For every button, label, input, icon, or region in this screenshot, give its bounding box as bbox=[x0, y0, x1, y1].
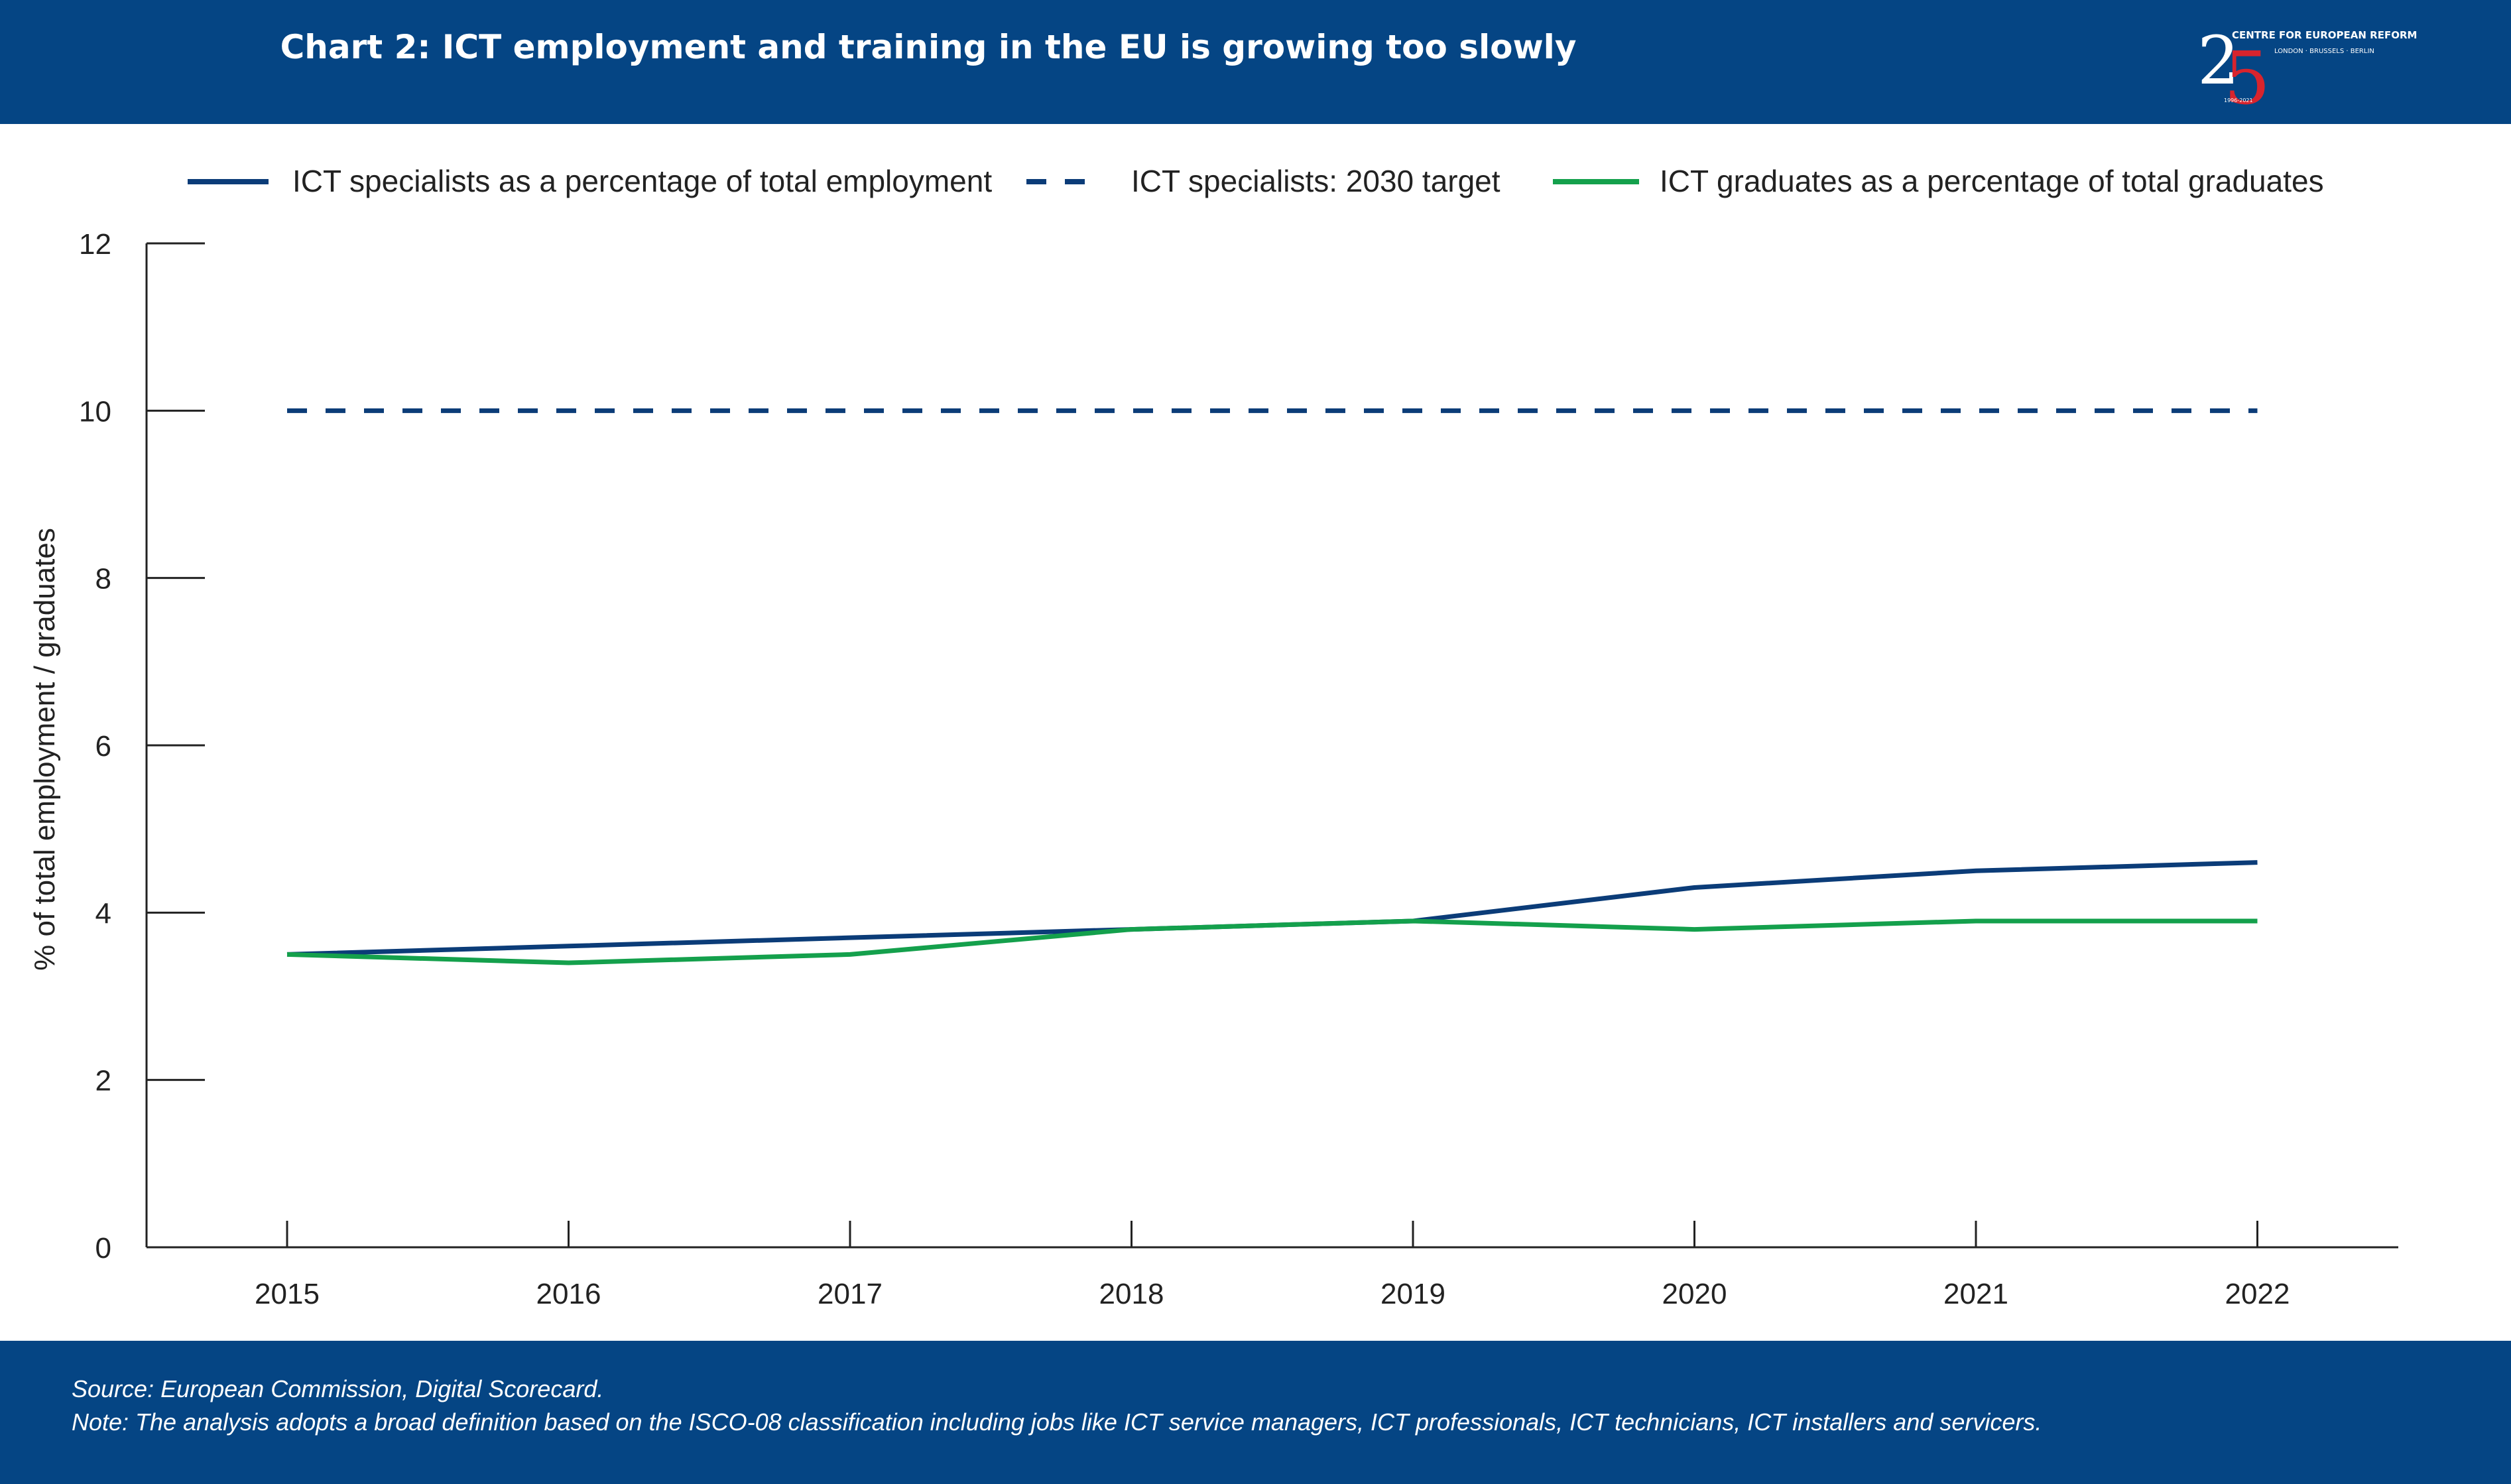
series-group bbox=[286, 408, 2258, 965]
x-tick-label: 2016 bbox=[536, 1278, 601, 1310]
header-band: Chart 2: ICT employment and training in … bbox=[0, 0, 2511, 124]
y-tick-label: 2 bbox=[95, 1065, 111, 1097]
legend-label-graduates: ICT graduates as a percentage of total g… bbox=[1660, 164, 2324, 198]
y-tick-label: 6 bbox=[95, 730, 111, 763]
chart-title: Chart 2: ICT employment and training in … bbox=[280, 28, 1577, 66]
series-employment-line bbox=[286, 860, 2258, 957]
y-axis-label: % of total employment / graduates bbox=[29, 528, 61, 971]
legend-label-employment: ICT specialists as a percentage of total… bbox=[292, 164, 992, 198]
logo-org-name: CENTRE FOR EUROPEAN REFORM bbox=[2232, 29, 2417, 41]
methodology-note: Note: The analysis adopts a broad defini… bbox=[72, 1408, 2042, 1436]
series-graduates-line bbox=[286, 918, 2258, 965]
x-ticks: 2015 2016 2017 2018 2019 2020 2021 2022 bbox=[255, 1221, 2290, 1310]
logo-number-5: 5 bbox=[2224, 36, 2270, 113]
logo-cities: LONDON · BRUSSELS · BERLIN bbox=[2274, 48, 2374, 55]
footer-band: Source: European Commission, Digital Sco… bbox=[0, 1341, 2511, 1484]
x-tick-label: 2019 bbox=[1380, 1278, 1445, 1310]
y-tick-label: 8 bbox=[95, 563, 111, 595]
logo-years: 1996-2021 bbox=[2224, 97, 2253, 103]
x-tick-label: 2015 bbox=[255, 1278, 320, 1310]
line-chart: ICT specialists as a percentage of total… bbox=[29, 164, 2398, 1310]
legend-label-target: ICT specialists: 2030 target bbox=[1131, 164, 1500, 198]
source-note: Source: European Commission, Digital Sco… bbox=[72, 1375, 604, 1402]
x-tick-label: 2020 bbox=[1662, 1278, 1727, 1310]
y-tick-label: 12 bbox=[79, 228, 111, 261]
logo-number-2: 2 bbox=[2197, 22, 2240, 99]
y-tick-label: 0 bbox=[95, 1232, 111, 1265]
y-tick-label: 4 bbox=[95, 897, 111, 930]
y-ticks: 0 2 4 6 8 10 12 bbox=[79, 228, 205, 1265]
x-tick-label: 2018 bbox=[1099, 1278, 1164, 1310]
x-tick-label: 2021 bbox=[1943, 1278, 2008, 1310]
x-tick-label: 2022 bbox=[2225, 1278, 2290, 1310]
y-tick-label: 10 bbox=[79, 395, 111, 428]
cer-25-logo-icon: 2 5 CENTRE FOR EUROPEAN REFORM LONDON · … bbox=[2197, 22, 2417, 113]
x-tick-label: 2017 bbox=[818, 1278, 883, 1310]
chart-legend: ICT specialists as a percentage of total… bbox=[188, 164, 2324, 198]
